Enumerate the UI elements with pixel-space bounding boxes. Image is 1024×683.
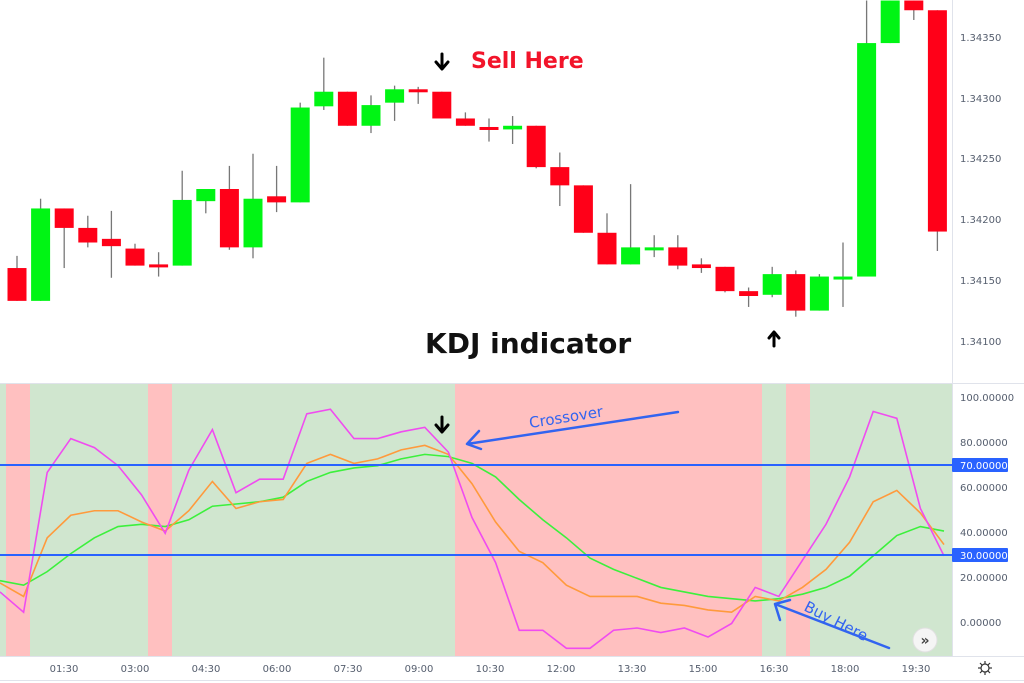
time-tick: 16:30	[760, 664, 789, 675]
time-tick: 09:00	[405, 664, 434, 675]
candle	[691, 258, 711, 273]
candle	[172, 170, 192, 266]
kdj-line-k	[0, 444, 945, 614]
candle	[290, 102, 310, 203]
time-axis-bg	[0, 656, 1024, 683]
candle	[668, 235, 688, 270]
candle	[408, 86, 428, 104]
kdj-tick: 20.00000	[960, 573, 1008, 584]
price-tick: 1.34150	[960, 276, 1001, 287]
candle	[314, 57, 334, 110]
candle	[786, 270, 806, 317]
candle	[809, 274, 829, 311]
kdj-tick: 60.00000	[960, 483, 1008, 494]
candle	[762, 266, 782, 298]
candle	[715, 266, 735, 293]
candle	[54, 208, 74, 269]
signal-band	[6, 384, 30, 656]
candle	[219, 165, 239, 250]
candle	[621, 184, 641, 265]
time-tick: 04:30	[192, 664, 221, 675]
kdj-indicator-label: KDJ indicator	[425, 327, 631, 360]
level-tag-30-text: 30.00000	[960, 551, 1008, 562]
time-tick: 03:00	[121, 664, 150, 675]
candle	[927, 10, 947, 252]
candle	[78, 215, 98, 248]
kdj-tick: 0.00000	[960, 618, 1001, 629]
double-chevron-right-icon: »	[920, 633, 929, 649]
kdj-axis[interactable]: 100.00000 80.00000 60.00000 40.00000 20.…	[952, 393, 1014, 629]
candle	[857, 0, 877, 277]
price-tick: 1.34200	[960, 215, 1001, 226]
candle	[739, 287, 759, 307]
sell-here-label: Sell Here	[471, 49, 584, 74]
candlestick-series	[7, 0, 947, 317]
candle	[7, 255, 27, 301]
signal-band	[455, 384, 762, 656]
kdj-tick: 100.00000	[960, 393, 1014, 404]
candle	[361, 95, 381, 134]
buy-arrow-icon	[767, 330, 781, 348]
price-axis[interactable]: 1.34350 1.34300 1.34250 1.34200 1.34150 …	[960, 33, 1001, 348]
candle	[503, 116, 523, 145]
crossover-arrow-icon	[465, 410, 680, 451]
time-tick: 15:00	[689, 664, 718, 675]
time-tick: 13:30	[618, 664, 647, 675]
price-tick: 1.34300	[960, 94, 1001, 105]
candle	[196, 189, 216, 214]
candle	[550, 152, 570, 207]
candle	[337, 91, 357, 126]
candle	[904, 0, 924, 20]
price-tick: 1.34100	[960, 337, 1001, 348]
candle	[880, 0, 900, 44]
candle	[833, 242, 853, 307]
settings-gear-icon[interactable]	[978, 661, 992, 675]
level-tag-70	[952, 458, 1008, 472]
candle	[455, 112, 475, 126]
candle	[526, 125, 546, 169]
candle	[644, 235, 664, 258]
candle	[149, 252, 169, 277]
time-tick: 06:00	[263, 664, 292, 675]
price-tick: 1.34250	[960, 154, 1001, 165]
kdj-tick: 40.00000	[960, 528, 1008, 539]
time-tick: 10:30	[476, 664, 505, 675]
candle	[573, 185, 593, 233]
candle	[243, 153, 263, 259]
candle	[597, 213, 617, 265]
price-pane[interactable]	[0, 0, 952, 383]
candle	[385, 85, 405, 121]
time-tick: 01:30	[50, 664, 79, 675]
candle	[267, 165, 287, 213]
time-tick: 19:30	[902, 664, 931, 675]
candle	[125, 243, 145, 266]
time-tick: 18:00	[831, 664, 860, 675]
buy-here-arrow-icon	[773, 598, 891, 650]
time-axis[interactable]: 01:30 03:00 04:30 06:00 07:30 09:00 10:3…	[50, 664, 931, 675]
crossover-down-arrow-icon	[434, 415, 450, 434]
kdj-lines	[0, 408, 945, 650]
candle	[101, 210, 121, 278]
candle	[479, 118, 499, 142]
candle	[31, 198, 51, 301]
scroll-to-realtime-button[interactable]: »	[912, 627, 938, 653]
level-tag-70-text: 70.00000	[960, 461, 1008, 472]
sell-arrow-icon	[434, 52, 450, 71]
signal-band	[148, 384, 172, 656]
time-tick: 07:30	[334, 664, 363, 675]
time-tick: 12:00	[547, 664, 576, 675]
kdj-line-j	[0, 408, 945, 650]
kdj-tick: 80.00000	[960, 438, 1008, 449]
price-tick: 1.34350	[960, 33, 1001, 44]
candle	[432, 91, 452, 119]
level-tag-30	[952, 548, 1008, 562]
